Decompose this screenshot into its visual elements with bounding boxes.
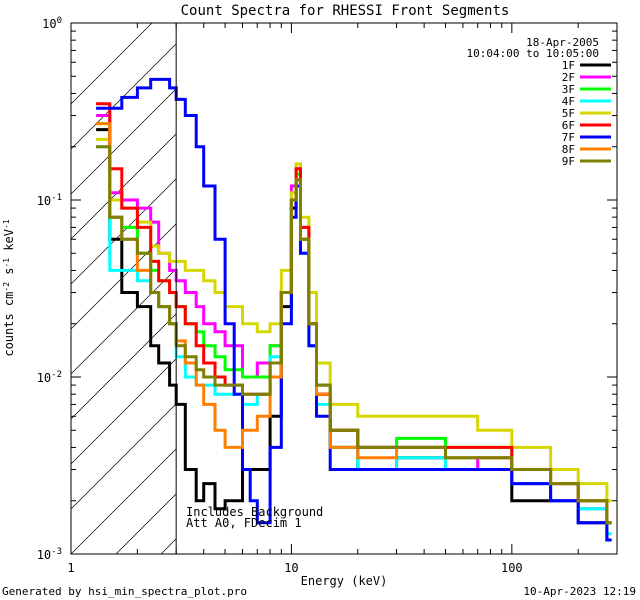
y-axis-label: counts cm-2 s-1 keV-1 (2, 219, 16, 356)
legend-label-4F: 4F (562, 95, 575, 108)
hatch-line (71, 223, 177, 330)
legend-label-6F: 6F (562, 119, 575, 132)
hatch-line (71, 313, 177, 420)
footer-timestamp: 10-Apr-2023 12:19 (523, 585, 636, 598)
series-line-2F (96, 114, 612, 525)
legend-label-9F: 9F (562, 155, 575, 168)
axes-group: 1 10 100 100 10-1 10-2 10-3 (37, 16, 618, 575)
hatch-line (341, 23, 640, 554)
hatched-region (71, 23, 640, 554)
hatch-line (71, 23, 153, 105)
x-tick-label: 100 (501, 561, 523, 575)
hatch-line (611, 23, 640, 554)
series-line-7F (96, 77, 612, 542)
time-range-label: 10:04:00 to 10:05:00 (467, 47, 599, 60)
y-tick-label: 100 (42, 16, 62, 31)
hatch-line (476, 23, 640, 554)
legend-label-7F: 7F (562, 131, 575, 144)
hatch-lines (71, 23, 640, 554)
y-tick-label: 10-3 (37, 547, 62, 562)
x-tick-label: 10 (284, 561, 298, 575)
series-line-6F (96, 102, 612, 525)
hatch-line (296, 23, 640, 554)
y-tick-label: 10-2 (37, 370, 62, 385)
hatch-line (431, 23, 640, 554)
hatch-line (71, 448, 177, 554)
chart-title: Count Spectra for RHESSI Front Segments (181, 3, 510, 19)
legend-label-8F: 8F (562, 143, 575, 156)
hatch-line (71, 268, 177, 375)
hatch-line (521, 23, 640, 554)
plot-frame (70, 22, 618, 555)
hatch-line (71, 358, 177, 465)
series-line-5F (96, 137, 612, 503)
legend-label-5F: 5F (562, 107, 575, 120)
annotation-background: Includes Background (186, 505, 323, 519)
legend-label-1F: 1F (562, 59, 575, 72)
hatch-line (71, 403, 177, 510)
annotation-attenuator: Att A0, FDecim 1 (186, 516, 302, 530)
series-line-4F (96, 145, 612, 536)
legend-label-3F: 3F (562, 83, 575, 96)
hatch-line (71, 88, 177, 195)
y-tick-label: 10-1 (37, 193, 62, 208)
x-tick-label: 1 (67, 561, 74, 575)
date-label: 18-Apr-2005 (526, 36, 599, 49)
series-group (96, 77, 612, 542)
series-line-1F (96, 128, 612, 542)
footer-generated-by: Generated by hsi_min_spectra_plot.pro (2, 585, 247, 598)
series-line-9F (96, 145, 612, 525)
legend-label-2F: 2F (562, 71, 575, 84)
x-axis-label: Energy (keV) (301, 574, 388, 588)
